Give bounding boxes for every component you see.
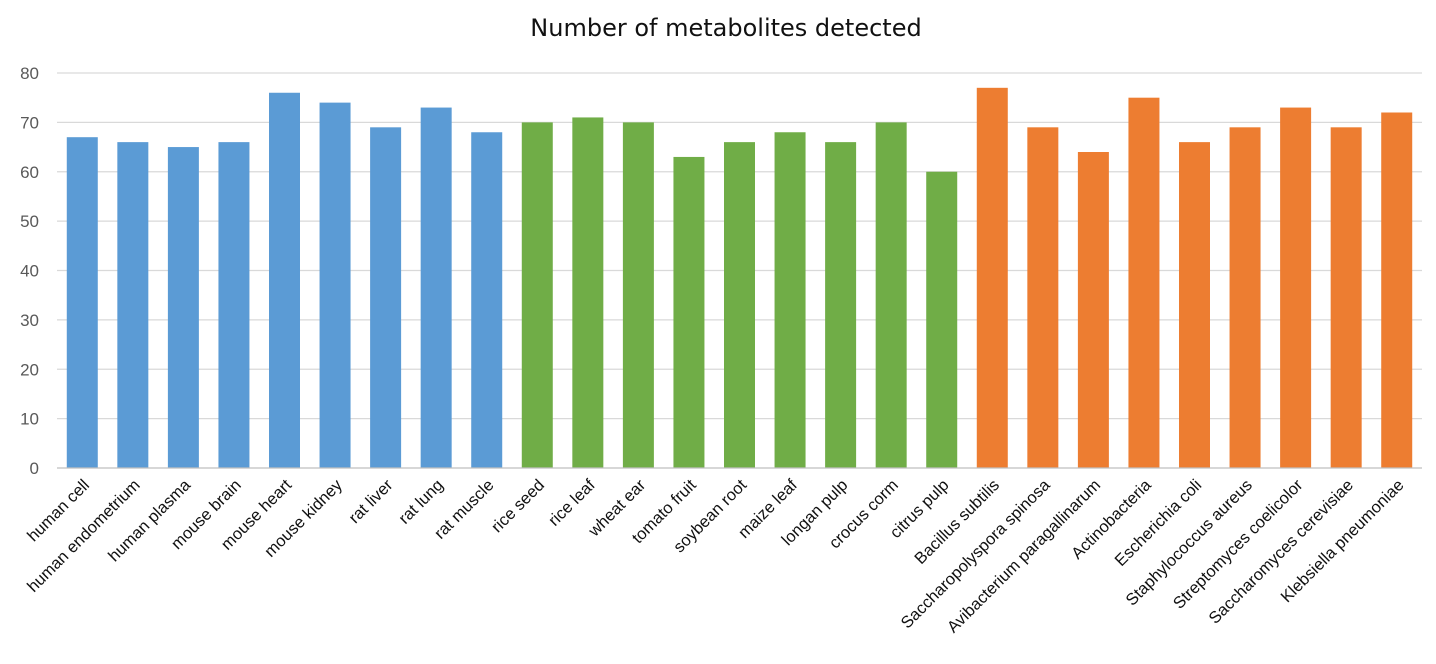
y-tick-label: 0 — [30, 459, 39, 478]
bar — [875, 122, 907, 468]
bar — [66, 137, 98, 468]
bar — [1077, 152, 1109, 468]
x-tick-label: rat liver — [345, 476, 396, 527]
bar — [319, 102, 351, 468]
bar — [774, 132, 806, 468]
y-tick-label: 70 — [20, 113, 39, 132]
bar — [1179, 142, 1210, 468]
y-tick-label: 60 — [20, 163, 39, 182]
x-tick-label: rice seed — [488, 476, 548, 536]
bar — [521, 122, 553, 468]
bar — [471, 132, 503, 468]
bar — [218, 142, 250, 468]
bar — [622, 122, 654, 468]
bar — [420, 107, 452, 468]
bar — [724, 142, 755, 468]
y-tick-label: 10 — [20, 410, 39, 429]
y-tick-label: 20 — [20, 360, 39, 379]
bar — [117, 142, 149, 468]
chart-title: Number of metabolites detected — [530, 14, 922, 42]
bar — [926, 171, 958, 468]
bar — [1229, 127, 1261, 468]
bar — [976, 87, 1008, 468]
x-tick-label: rat lung — [395, 476, 447, 528]
bar — [673, 156, 705, 468]
bar — [1128, 97, 1160, 468]
y-tick-label: 30 — [20, 311, 39, 330]
bar — [1027, 127, 1059, 468]
bar — [1280, 107, 1312, 468]
bar — [1330, 127, 1362, 468]
y-tick-label: 50 — [20, 212, 39, 231]
bar — [572, 117, 604, 468]
x-tick-label: Escherichia coli — [1112, 476, 1206, 570]
bar — [370, 127, 402, 468]
y-tick-label: 40 — [20, 262, 39, 281]
bar — [269, 92, 300, 468]
bar — [1381, 112, 1413, 468]
y-tick-label: 80 — [20, 64, 39, 83]
bar — [167, 147, 199, 468]
bar — [825, 142, 857, 468]
